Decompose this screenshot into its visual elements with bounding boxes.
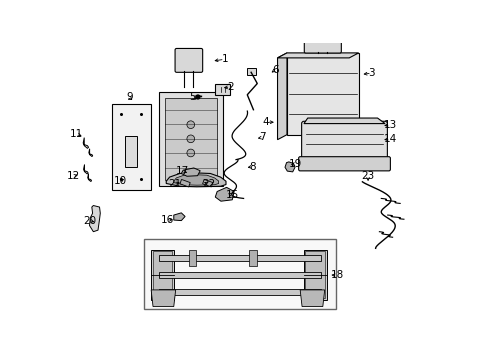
Bar bbox=[112, 104, 151, 190]
Text: 13: 13 bbox=[384, 120, 397, 130]
Bar bbox=[125, 136, 137, 167]
Polygon shape bbox=[285, 162, 295, 172]
Bar bbox=[159, 255, 321, 261]
Text: 7: 7 bbox=[259, 132, 266, 143]
FancyBboxPatch shape bbox=[175, 49, 203, 72]
Polygon shape bbox=[83, 138, 89, 148]
Bar bbox=[159, 289, 321, 296]
Polygon shape bbox=[304, 118, 385, 123]
Text: 10: 10 bbox=[114, 176, 127, 186]
Bar bbox=[304, 250, 326, 300]
FancyBboxPatch shape bbox=[298, 157, 391, 171]
Bar bbox=[249, 250, 257, 266]
Text: 8: 8 bbox=[250, 162, 256, 172]
Polygon shape bbox=[300, 290, 325, 306]
Text: 21: 21 bbox=[168, 179, 181, 189]
Text: 5: 5 bbox=[189, 92, 196, 102]
Polygon shape bbox=[174, 213, 185, 221]
Bar bbox=[305, 251, 325, 298]
Circle shape bbox=[187, 121, 195, 129]
Text: 14: 14 bbox=[384, 134, 397, 144]
Polygon shape bbox=[151, 290, 175, 306]
Circle shape bbox=[187, 149, 195, 157]
Text: 2: 2 bbox=[227, 82, 234, 92]
Text: 3: 3 bbox=[368, 68, 375, 78]
Polygon shape bbox=[90, 206, 100, 232]
Text: 20: 20 bbox=[83, 216, 96, 226]
FancyBboxPatch shape bbox=[304, 33, 342, 53]
Bar bbox=[153, 251, 172, 298]
Text: 15: 15 bbox=[225, 190, 239, 200]
Polygon shape bbox=[277, 53, 287, 140]
Text: 23: 23 bbox=[362, 171, 375, 181]
Text: 19: 19 bbox=[289, 159, 302, 169]
Text: 12: 12 bbox=[67, 171, 80, 181]
Bar bbox=[151, 250, 174, 300]
Text: 18: 18 bbox=[331, 270, 344, 280]
Text: 1: 1 bbox=[221, 54, 228, 64]
Polygon shape bbox=[88, 174, 92, 181]
Bar bbox=[159, 92, 223, 186]
Polygon shape bbox=[277, 53, 359, 58]
Text: 17: 17 bbox=[176, 166, 189, 176]
Circle shape bbox=[187, 135, 195, 143]
Text: 9: 9 bbox=[126, 92, 133, 102]
Text: 11: 11 bbox=[70, 129, 83, 139]
Polygon shape bbox=[215, 187, 234, 201]
Polygon shape bbox=[166, 173, 226, 187]
Bar bbox=[215, 84, 230, 95]
Bar bbox=[159, 272, 321, 279]
Polygon shape bbox=[84, 165, 88, 174]
Text: 16: 16 bbox=[161, 215, 174, 225]
Bar bbox=[144, 239, 336, 309]
Polygon shape bbox=[174, 175, 219, 185]
Bar bbox=[180, 179, 190, 187]
Bar bbox=[189, 250, 196, 266]
Bar bbox=[202, 179, 213, 187]
Polygon shape bbox=[89, 149, 93, 157]
Bar bbox=[247, 68, 256, 75]
Text: 4: 4 bbox=[263, 117, 270, 127]
Bar bbox=[165, 98, 217, 180]
Text: 22: 22 bbox=[202, 179, 216, 189]
Bar bbox=[287, 53, 359, 135]
FancyBboxPatch shape bbox=[302, 121, 388, 161]
Polygon shape bbox=[181, 168, 200, 176]
Text: 6: 6 bbox=[272, 64, 279, 75]
Circle shape bbox=[196, 95, 200, 99]
